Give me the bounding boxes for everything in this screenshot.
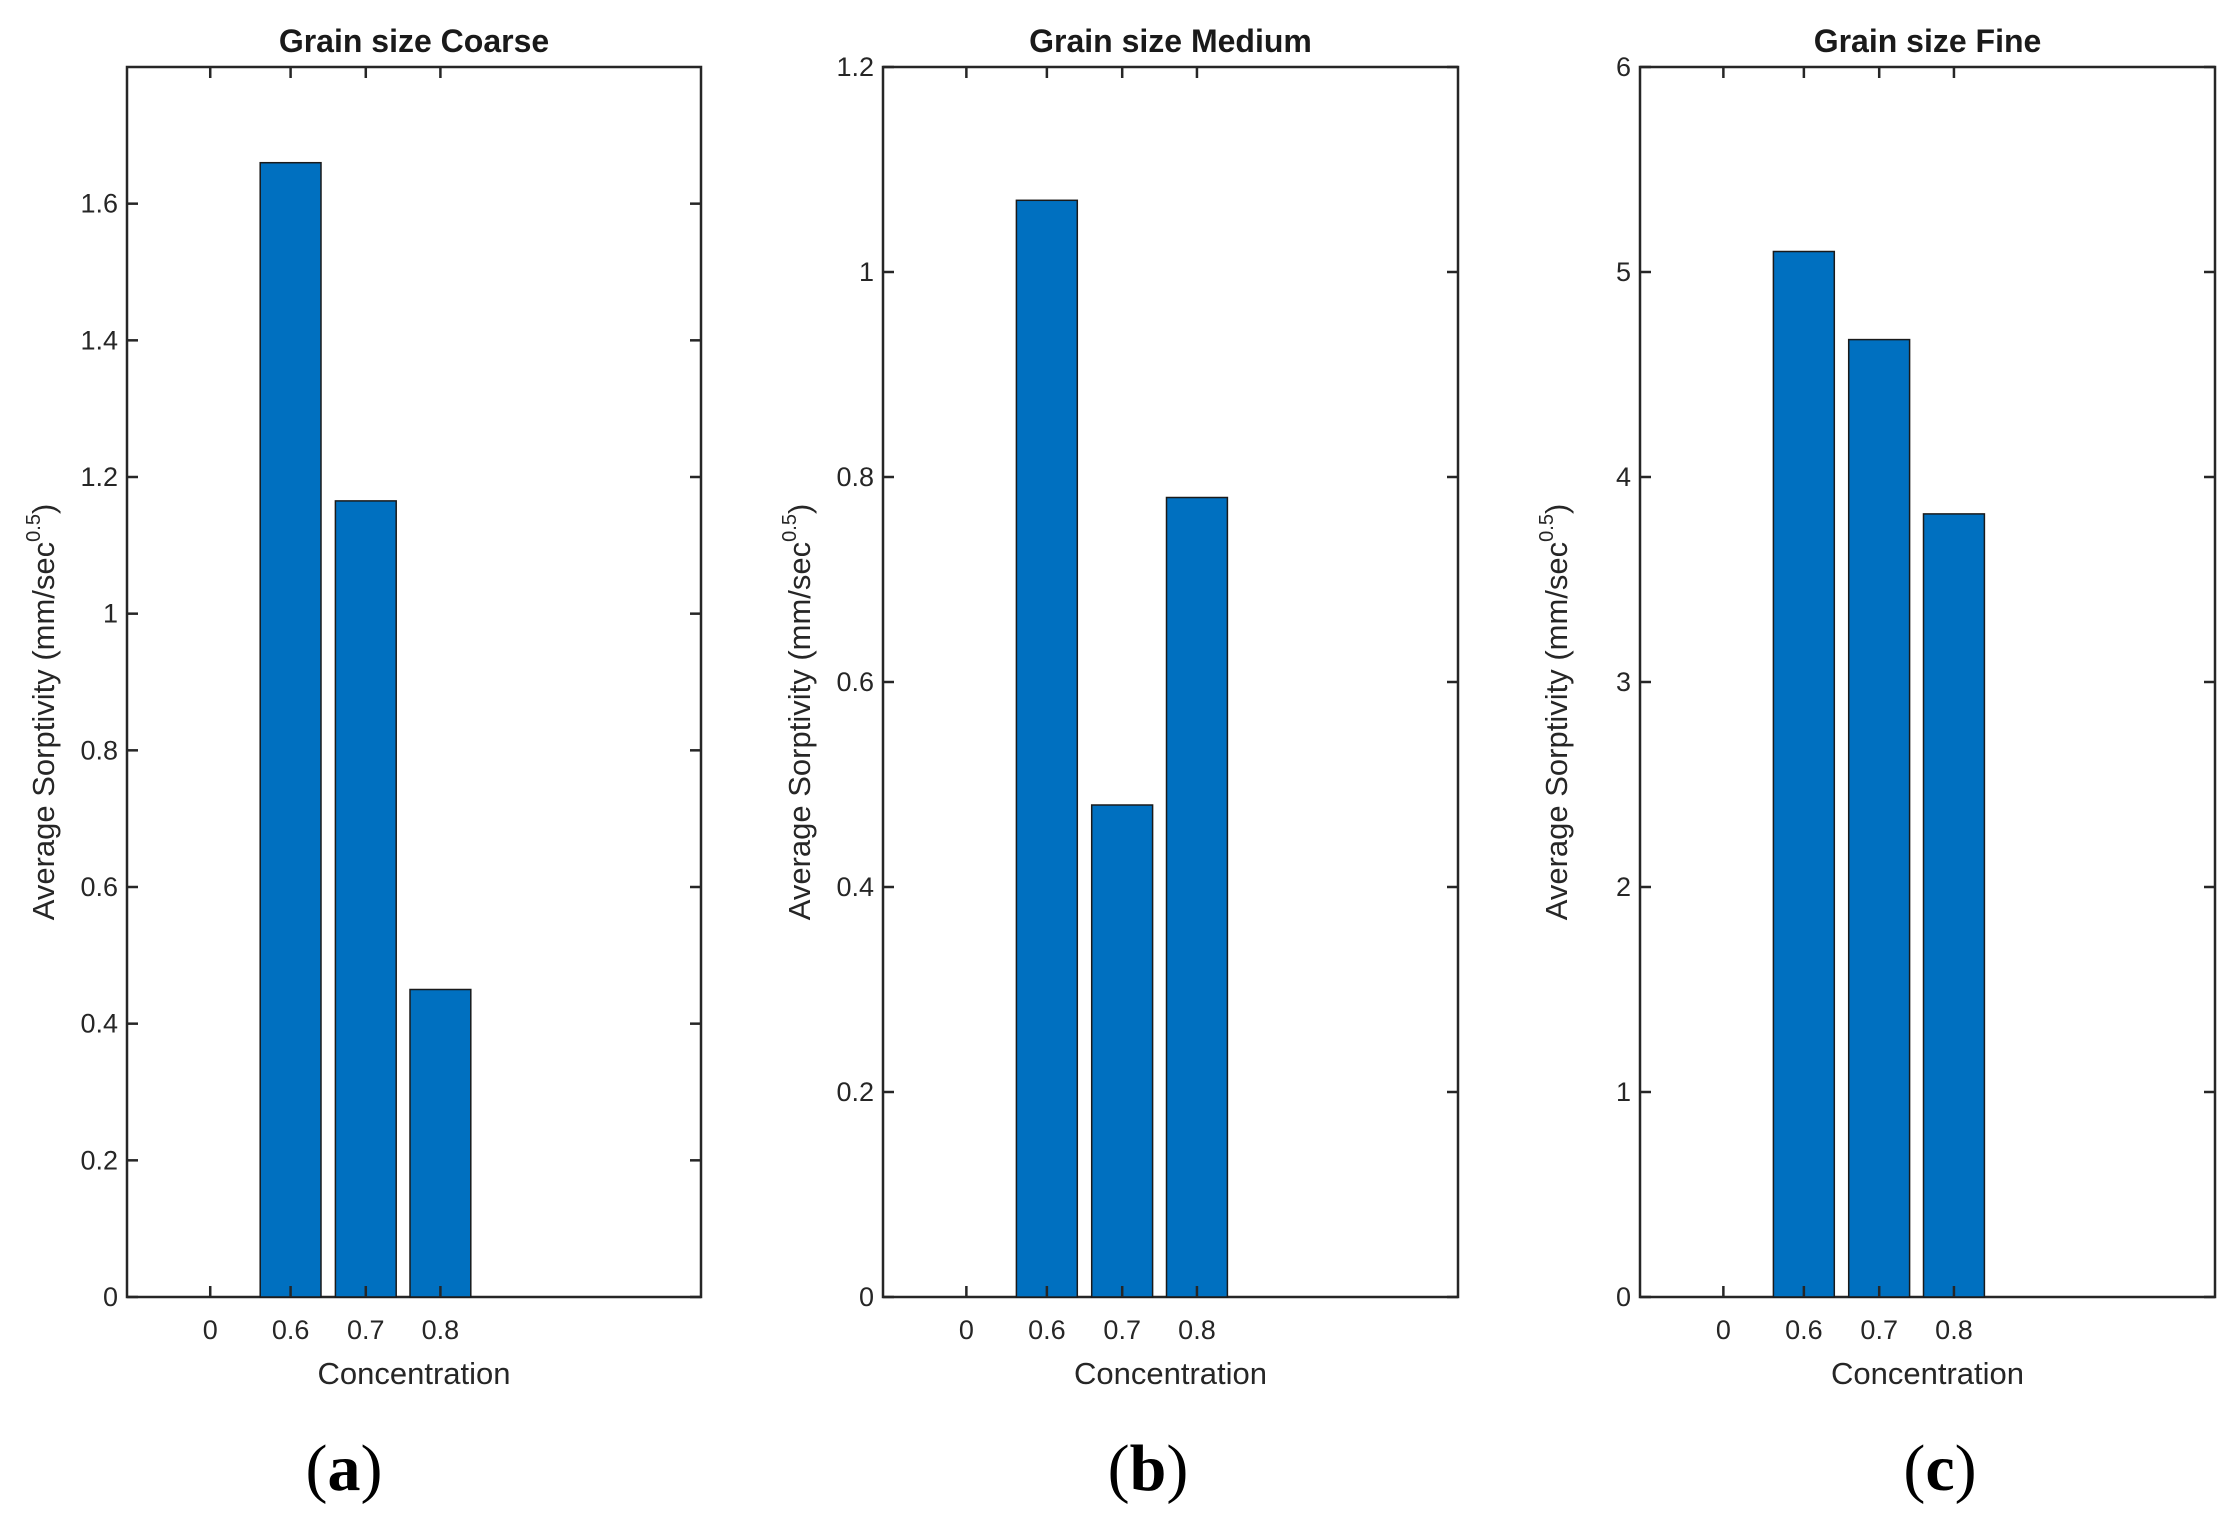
panel-label-letter: c — [1925, 1432, 1954, 1505]
x-tick-label: 0 — [203, 1315, 218, 1345]
y-axis-label-superscript: 0.5 — [23, 514, 45, 542]
panel-label-open: ( — [306, 1432, 328, 1505]
panel-label-open: ( — [1108, 1432, 1130, 1505]
x-tick-label: 0.6 — [1785, 1315, 1823, 1345]
x-tick-label: 0 — [1716, 1315, 1731, 1345]
y-axis-label: Average Sorptivity (mm/sec0.5) — [779, 504, 817, 921]
y-tick-label: 0.6 — [80, 872, 118, 902]
chart-title: Grain size Medium — [1029, 23, 1312, 59]
chart-panel-2: 0 0.2 0.4 0.6 0.8 1 1.2 0 0.6 0.7 0.8 Grain size Me… — [779, 23, 1460, 1505]
bar-0.7 — [1847, 338, 1911, 1298]
panel-label: (c) — [1903, 1432, 1976, 1505]
y-tick-label: 1.2 — [80, 462, 118, 492]
x-tick-label: 0.8 — [1178, 1315, 1216, 1345]
x-axis-label: Concentration — [317, 1356, 510, 1391]
bar-0.8 — [409, 988, 472, 1298]
x-tick-label: 0 — [959, 1315, 974, 1345]
y-tick-label: 5 — [1616, 257, 1631, 287]
x-tick-label: 0.7 — [1860, 1315, 1898, 1345]
y-tick-label: 4 — [1616, 462, 1631, 492]
y-tick-label: 0.6 — [836, 667, 874, 697]
y-tick-label: 2 — [1616, 872, 1631, 902]
chart-panel-3: 0 1 2 3 4 5 6 0 0.6 0.7 0.8 Grain size Fine Concentr… — [1536, 23, 2217, 1505]
panel-label-close: ) — [1955, 1432, 1977, 1505]
y-tick-label: 3 — [1616, 667, 1631, 697]
x-tick-label: 0.8 — [422, 1315, 460, 1345]
y-axis-label-close: ) — [782, 504, 817, 514]
y-axis-label-main: Average Sorptivity (mm/sec — [1539, 542, 1574, 920]
chart-title: Grain size Coarse — [279, 23, 549, 59]
panel-label-letter: b — [1130, 1432, 1167, 1505]
y-tick-label: 6 — [1616, 52, 1631, 82]
y-tick-label: 1 — [1616, 1077, 1631, 1107]
chart-title: Grain size Fine — [1814, 23, 2042, 59]
y-tick-label: 0.8 — [80, 735, 118, 765]
y-tick-label: 0.4 — [836, 872, 874, 902]
bar-0.7 — [334, 500, 397, 1298]
panel-label: (a) — [306, 1432, 383, 1505]
y-tick-label: 0 — [859, 1282, 874, 1312]
x-tick-label: 0.8 — [1935, 1315, 1973, 1345]
y-axis-label-main: Average Sorptivity (mm/sec — [782, 542, 817, 920]
x-axis-label: Concentration — [1074, 1356, 1267, 1391]
bar-0.8 — [1165, 496, 1229, 1298]
x-tick-label: 0.7 — [347, 1315, 385, 1345]
y-tick-label: 0.2 — [80, 1145, 118, 1175]
y-axis-label-superscript: 0.5 — [779, 514, 801, 542]
y-axis-label-main: Average Sorptivity (mm/sec — [26, 542, 61, 920]
y-tick-label: 1 — [103, 599, 118, 629]
y-tick-label: 0.2 — [836, 1077, 874, 1107]
bar-0.7 — [1090, 804, 1154, 1298]
y-tick-label: 1.4 — [80, 325, 118, 355]
panel-label-close: ) — [1166, 1432, 1188, 1505]
y-axis-label: Average Sorptivity (mm/sec0.5) — [1536, 504, 1574, 921]
panel-label-close: ) — [361, 1432, 383, 1505]
y-tick-label: 1.2 — [836, 52, 874, 82]
bar-0.6 — [1772, 250, 1836, 1298]
panel-label: (b) — [1108, 1432, 1189, 1505]
y-tick-label: 0 — [103, 1282, 118, 1312]
x-tick-label: 0.6 — [1028, 1315, 1066, 1345]
y-tick-label: 0 — [1616, 1282, 1631, 1312]
bar-0.8 — [1922, 513, 1986, 1298]
y-tick-label: 1 — [859, 257, 874, 287]
bar-0.6 — [1015, 199, 1079, 1298]
y-axis-label-close: ) — [1539, 504, 1574, 514]
x-tick-label: 0.6 — [272, 1315, 310, 1345]
y-tick-label: 1.6 — [80, 189, 118, 219]
y-tick-label: 0.8 — [836, 462, 874, 492]
y-axis-label-superscript: 0.5 — [1536, 514, 1558, 542]
y-axis-label: Average Sorptivity (mm/sec0.5) — [23, 504, 61, 921]
y-axis-label-close: ) — [26, 504, 61, 514]
bar-0.6 — [259, 161, 322, 1298]
panel-label-letter: a — [328, 1432, 361, 1505]
x-tick-label: 0.7 — [1103, 1315, 1141, 1345]
y-tick-label: 0.4 — [80, 1009, 118, 1039]
x-axis-label: Concentration — [1831, 1356, 2024, 1391]
chart-panel-1: 0 0.2 0.4 0.6 0.8 1 1.2 1.4 1.6 0 0.6 0.7 0.8 Grain s… — [23, 23, 703, 1505]
panel-label-open: ( — [1903, 1432, 1925, 1505]
